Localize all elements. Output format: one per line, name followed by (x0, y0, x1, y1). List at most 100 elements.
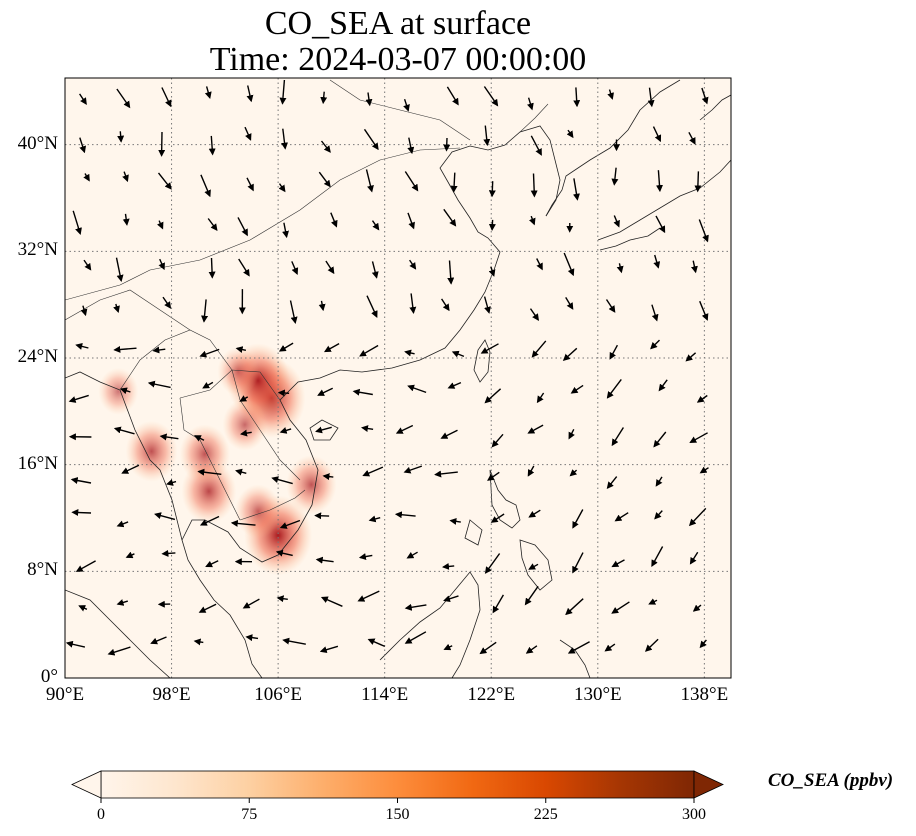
wind-arrow (404, 603, 427, 611)
wind-arrow (611, 559, 625, 568)
wind-arrow (604, 643, 616, 652)
wind-arrow (161, 549, 176, 557)
wind-arrow (240, 429, 252, 437)
wind-arrow (320, 140, 331, 153)
wind-arrow (480, 343, 499, 354)
wind-arrow (271, 476, 293, 485)
wind-arrow (692, 604, 702, 612)
wind-arrow (125, 551, 135, 559)
wind-arrow (650, 339, 660, 350)
wind-arrow (616, 263, 624, 274)
wind-arrow (277, 389, 290, 397)
wind-arrow (651, 304, 659, 322)
wind-arrow (573, 87, 581, 108)
wind-arrow (361, 425, 374, 432)
wind-arrow (80, 305, 88, 317)
wind-arrow (157, 220, 164, 230)
wind-arrow (407, 212, 415, 230)
wind-arrow (527, 465, 535, 477)
wind-arrow (442, 562, 455, 570)
wind-arrow (320, 91, 328, 105)
wind-arrow (201, 299, 209, 323)
co-hotspot (217, 346, 259, 396)
wind-arrow (75, 343, 89, 350)
wind-arrow (434, 470, 458, 478)
wind-arrow (567, 641, 590, 654)
wind-arrow (443, 643, 453, 651)
wind-arrow (525, 645, 538, 654)
wind-arrow (395, 424, 414, 434)
wind-arrow (116, 88, 131, 109)
wind-arrow (366, 295, 378, 318)
wind-arrow (289, 300, 298, 324)
wind-arrow (403, 465, 423, 474)
wind-arrow (371, 220, 380, 231)
wind-arrow (487, 471, 500, 481)
wind-arrow (450, 172, 458, 193)
co-hotspot (286, 455, 337, 515)
wind-arrow (647, 87, 655, 108)
wind-arrow (121, 464, 140, 474)
wind-arrow (279, 427, 292, 434)
wind-arrow (655, 476, 663, 487)
lon-tick-label: 114°E (361, 684, 409, 705)
wind-arrow (606, 476, 618, 489)
map-background (65, 78, 731, 678)
wind-arrow (440, 429, 458, 439)
wind-arrow (318, 171, 331, 188)
wind-arrow (318, 300, 326, 312)
wind-arrow (644, 638, 659, 652)
wind-arrow (79, 93, 87, 105)
wind-arrow (404, 631, 427, 644)
wind-arrow (200, 174, 211, 198)
wind-arrow (528, 563, 539, 570)
wind-arrow (330, 212, 338, 228)
wind-arrow (204, 86, 212, 100)
wind-arrow (699, 300, 709, 321)
wind-arrow (689, 551, 699, 565)
wind-arrow (563, 252, 575, 277)
wind-arrow (363, 128, 379, 151)
wind-arrow (322, 473, 334, 481)
wind-arrow (572, 552, 584, 574)
wind-arrow (483, 86, 499, 107)
wind-arrow (403, 98, 410, 112)
wind-arrow (685, 352, 697, 362)
wind-arrow (116, 599, 129, 606)
wind-arrow (446, 86, 459, 106)
wind-arrow (325, 260, 335, 275)
wind-arrow (527, 424, 544, 434)
wind-arrow (651, 546, 664, 568)
wind-arrow (315, 426, 332, 434)
wind-arrow (205, 560, 219, 568)
wind-arrow (449, 517, 461, 525)
wind-arrow (688, 507, 707, 527)
wind-arrow (246, 85, 254, 103)
wind-arrow (358, 553, 373, 560)
wind-arrow (529, 308, 539, 321)
wind-arrow (359, 344, 379, 357)
wind-arrow (527, 97, 534, 111)
wind-arrow (573, 178, 580, 201)
wind-arrow (113, 345, 137, 353)
co-hotspot (235, 484, 282, 539)
wind-arrow (357, 590, 380, 602)
wind-arrow (371, 261, 379, 279)
wind-arrow (443, 137, 451, 152)
wind-arrow (150, 636, 167, 645)
wind-arrow (116, 520, 129, 528)
wind-arrow (606, 378, 622, 399)
wind-arrow (282, 637, 306, 645)
wind-arrow (488, 219, 496, 231)
wind-arrow (565, 598, 584, 616)
wind-arrow (107, 646, 131, 656)
wind-arrow (158, 258, 165, 271)
wind-arrow (208, 257, 216, 279)
wind-arrow (238, 258, 250, 277)
wind-arrow (407, 137, 415, 155)
wind-arrow (654, 510, 663, 520)
wind-arrow (658, 379, 668, 392)
wind-arrow (528, 509, 541, 518)
wind-arrow (404, 171, 419, 192)
